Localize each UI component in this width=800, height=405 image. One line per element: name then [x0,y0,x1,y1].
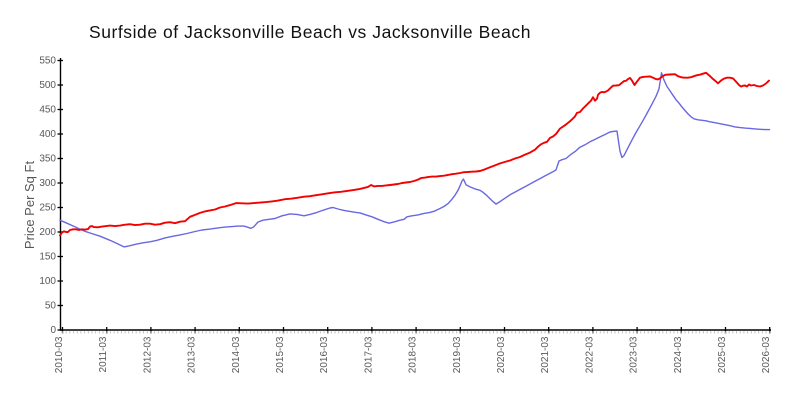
svg-text:500: 500 [39,80,56,91]
svg-text:2021-03: 2021-03 [540,336,551,373]
svg-text:2012-03: 2012-03 [142,336,153,373]
svg-text:2014-03: 2014-03 [231,336,242,373]
svg-text:2011-03: 2011-03 [98,336,109,372]
svg-text:2019-03: 2019-03 [452,336,463,373]
svg-text:250: 250 [39,203,56,214]
svg-text:350: 350 [39,154,56,165]
svg-text:200: 200 [39,227,56,238]
svg-text:2024-03: 2024-03 [673,336,684,373]
svg-text:2015-03: 2015-03 [275,336,286,373]
svg-text:400: 400 [39,129,56,140]
svg-text:2016-03: 2016-03 [319,336,330,373]
svg-text:2020-03: 2020-03 [496,336,507,373]
svg-text:2023-03: 2023-03 [629,336,640,373]
svg-text:550: 550 [39,56,56,67]
svg-text:Surfside of Jacksonville Beach: Surfside of Jacksonville Beach vs Jackso… [89,22,531,42]
svg-text:450: 450 [39,105,56,116]
svg-text:2018-03: 2018-03 [408,336,419,373]
svg-text:100: 100 [39,276,56,287]
svg-text:2022-03: 2022-03 [584,336,595,373]
svg-text:Price Per Sq Ft: Price Per Sq Ft [22,161,37,250]
svg-text:2025-03: 2025-03 [717,336,728,373]
svg-text:150: 150 [39,252,56,263]
svg-text:300: 300 [39,178,56,189]
svg-text:2026-03: 2026-03 [761,336,772,373]
svg-text:2017-03: 2017-03 [363,336,374,373]
svg-text:50: 50 [45,301,57,312]
svg-text:2010-03: 2010-03 [54,336,65,373]
svg-text:0: 0 [50,325,56,336]
svg-text:2013-03: 2013-03 [187,336,198,373]
